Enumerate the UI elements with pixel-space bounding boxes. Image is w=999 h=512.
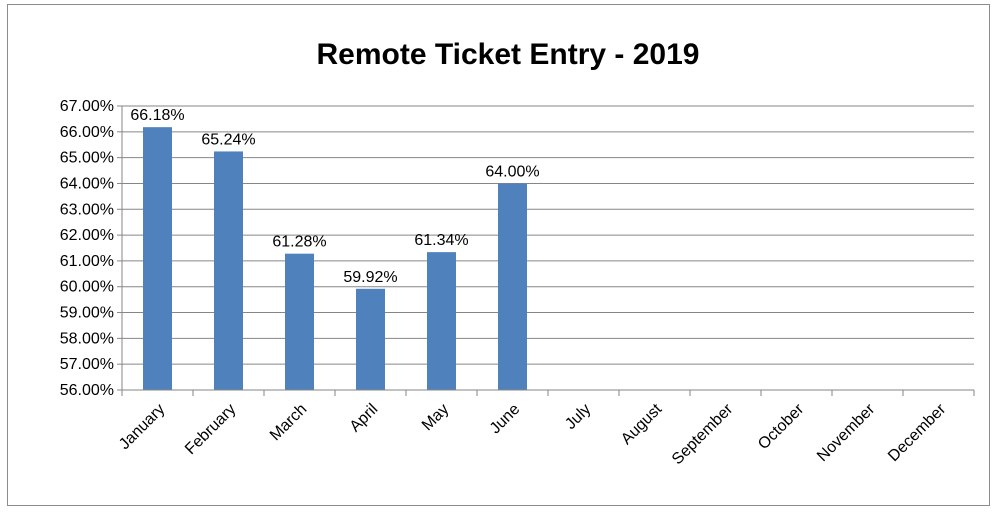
x-tick-label: July (562, 401, 594, 433)
bars (143, 127, 527, 391)
x-tick-label: June (487, 401, 524, 438)
data-label: 66.18% (130, 107, 184, 124)
gridlines (122, 105, 974, 391)
x-tick-label: April (347, 401, 382, 436)
bar (214, 151, 243, 390)
chart-title: Remote Ticket Entry - 2019 (317, 38, 700, 71)
bar (498, 183, 527, 390)
y-tick-label: 62.00% (60, 227, 114, 244)
data-label: 61.34% (414, 232, 468, 249)
data-labels: 66.18% 65.24% 61.28% 59.92% 61.34% 64.00% (130, 107, 539, 286)
bar (356, 288, 385, 390)
data-label: 64.00% (485, 163, 539, 180)
y-tick-label: 58.00% (60, 330, 114, 347)
data-label: 61.28% (272, 234, 326, 251)
bar (427, 252, 456, 390)
y-tick-label: 60.00% (60, 279, 114, 296)
y-tick-label: 57.00% (60, 356, 114, 373)
y-tick-label: 67.00% (60, 98, 114, 115)
x-tick-label: December (885, 400, 950, 465)
data-label: 59.92% (343, 269, 397, 286)
bar (285, 253, 314, 390)
x-tick-label: October (755, 400, 808, 453)
y-tick-label: 64.00% (60, 175, 114, 192)
y-tick-label: 56.00% (60, 382, 114, 399)
x-tick-label: January (116, 401, 168, 453)
bar (143, 127, 172, 391)
data-label: 65.24% (201, 131, 255, 148)
y-tick-label: 59.00% (60, 305, 114, 322)
y-tick-label: 65.00% (60, 150, 114, 167)
x-tick-label: November (814, 400, 879, 465)
x-tick-label: May (419, 401, 452, 434)
x-tick-label: August (618, 400, 666, 448)
y-tick-label: 66.00% (60, 124, 114, 141)
x-tick-label: February (182, 401, 239, 458)
x-tick-label: March (267, 401, 310, 444)
y-tick-label: 61.00% (60, 253, 114, 270)
x-tick-label: September (669, 400, 737, 468)
y-tick-label: 63.00% (60, 201, 114, 218)
